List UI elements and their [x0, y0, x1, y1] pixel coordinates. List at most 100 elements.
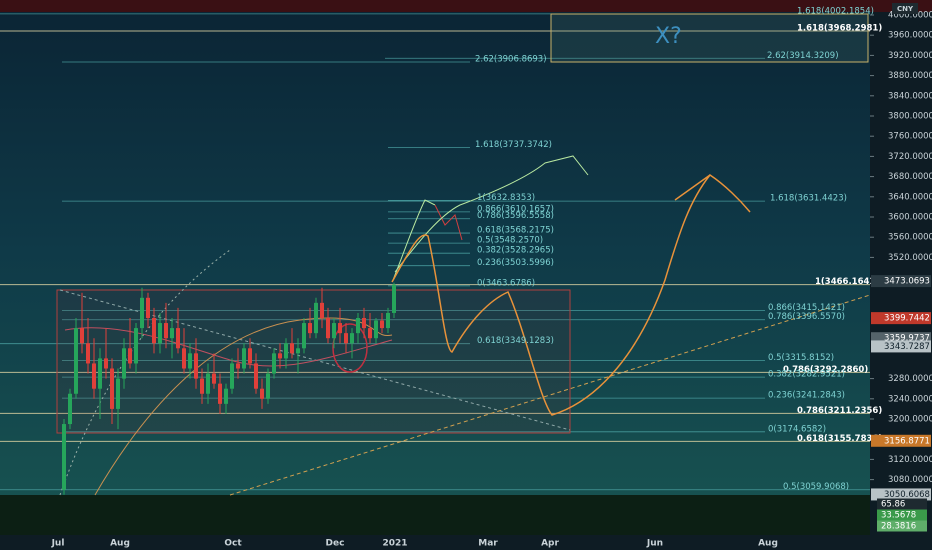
- candle-body: [164, 323, 168, 339]
- candle-body: [176, 328, 180, 349]
- candle-body: [128, 348, 132, 364]
- candle-body: [320, 302, 324, 318]
- candle-body: [326, 318, 330, 339]
- y-tick-label: 3240.0000: [888, 394, 932, 404]
- price-badge-label: 3156.8771: [884, 436, 930, 446]
- projection: [394, 155, 589, 273]
- currency-box: [892, 3, 918, 14]
- candle-body: [140, 297, 144, 329]
- fib-label: 0.236(3503.5996): [477, 258, 554, 268]
- price-badge: [871, 434, 931, 447]
- y-tick-label: 3800.0000: [888, 112, 932, 122]
- candle-body: [152, 318, 156, 344]
- x-tick-label: Jul: [51, 539, 65, 549]
- candle-body: [362, 318, 366, 329]
- candle-body: [134, 328, 138, 364]
- projection: [674, 174, 711, 201]
- ma-line: [94, 317, 393, 496]
- trend-line: [59, 289, 571, 431]
- candle-body: [314, 302, 318, 334]
- x-tick-label: Aug: [758, 539, 778, 549]
- candle-body: [170, 328, 174, 339]
- candle-body: [254, 363, 258, 389]
- range-box: [56, 289, 571, 434]
- fib-label: 0.382(3282.9521): [768, 370, 845, 380]
- indicator-badge-label: 28.3816: [881, 522, 916, 532]
- candle-body: [368, 328, 372, 339]
- x-tick-label: 2021: [382, 539, 407, 549]
- indicator-panel: [0, 495, 870, 535]
- candle-body: [290, 343, 294, 354]
- fib-label: 0.5(3315.8152): [768, 353, 834, 363]
- fib-label: 2.62(3906.8693): [475, 55, 547, 65]
- y-tick-label: 3520.0000: [888, 253, 932, 263]
- price-badge-label: 3359.9737: [884, 334, 930, 344]
- x-tick-label: Dec: [326, 539, 345, 549]
- y-tick-label: 3720.0000: [888, 152, 932, 162]
- y-tick-label: 3600.0000: [888, 213, 932, 223]
- fib-label: 1(3632.8353): [477, 193, 535, 203]
- candle-body: [92, 363, 96, 389]
- candle-body: [308, 323, 312, 334]
- candle-body: [272, 353, 276, 374]
- candle-body: [122, 348, 126, 379]
- circle-mark: [332, 323, 368, 373]
- candle-body: [248, 348, 252, 364]
- x-tick-label: Apr: [541, 539, 559, 549]
- candle-body: [278, 353, 282, 359]
- y-tick-label: 3960.0000: [888, 31, 932, 41]
- price-badge-label: 3050.6068: [884, 490, 930, 500]
- candle-body: [338, 323, 342, 334]
- candle-body: [266, 373, 270, 399]
- y-tick-label: 3760.0000: [888, 132, 932, 142]
- candle-body: [224, 388, 228, 404]
- currency: CNY: [897, 5, 914, 13]
- time-axis: [0, 535, 870, 550]
- y-tick-label: 3680.0000: [888, 172, 932, 182]
- y-tick-label: 3280.0000: [888, 374, 932, 384]
- candle-body: [188, 353, 192, 369]
- y-tick-label: 4000.0000: [888, 11, 932, 21]
- candle-body: [194, 353, 198, 379]
- candle-body: [182, 348, 186, 369]
- fib-label: 0.866(3610.1657): [477, 204, 554, 214]
- fib-label: 0.5(3548.2570): [477, 236, 543, 246]
- candle-body: [344, 333, 348, 344]
- price-badge: [871, 275, 931, 288]
- y-tick-label: 3880.0000: [888, 71, 932, 81]
- candle-body: [116, 378, 120, 409]
- candle-body: [146, 297, 150, 318]
- fib-label: 0.5(3059.9068): [783, 482, 849, 492]
- fib-label: 1.618(4002.1854): [797, 6, 874, 16]
- fib-label: 0(3463.6786): [477, 278, 535, 288]
- fib-label: 0.866(3415.1421): [768, 303, 845, 313]
- candle-body: [110, 368, 114, 409]
- y-tick-label: 3640.0000: [888, 192, 932, 202]
- indicator-badge: [877, 520, 927, 532]
- candle-body: [218, 383, 222, 404]
- y-tick-label: 3120.0000: [888, 455, 932, 465]
- fib-label: 0.786(3292.2860): [783, 365, 868, 375]
- price-badge-label: 3399.7442: [884, 314, 930, 324]
- top-strip: [0, 0, 932, 12]
- candle-body: [296, 348, 300, 354]
- y-tick-label: 3200.0000: [888, 415, 932, 425]
- candle-body: [74, 328, 78, 394]
- candle-body: [386, 312, 390, 329]
- fib-label: 0(3174.6582): [768, 424, 826, 434]
- indicator-badge: [877, 509, 927, 521]
- fib-label: 0.618(3155.7836): [797, 434, 882, 444]
- candle-body: [62, 424, 66, 490]
- price-badge-label: 3473.0693: [884, 277, 930, 287]
- x-tick-label: Mar: [478, 539, 498, 549]
- candle-body: [236, 363, 240, 369]
- candle-body: [86, 343, 90, 364]
- x-tick-label: Oct: [224, 539, 242, 549]
- candle-body: [98, 358, 102, 389]
- candle-body: [260, 388, 264, 399]
- x-tick-label: Jun: [646, 539, 663, 549]
- candle-body: [350, 333, 354, 344]
- candle-body: [206, 373, 210, 394]
- candle-body: [68, 393, 72, 425]
